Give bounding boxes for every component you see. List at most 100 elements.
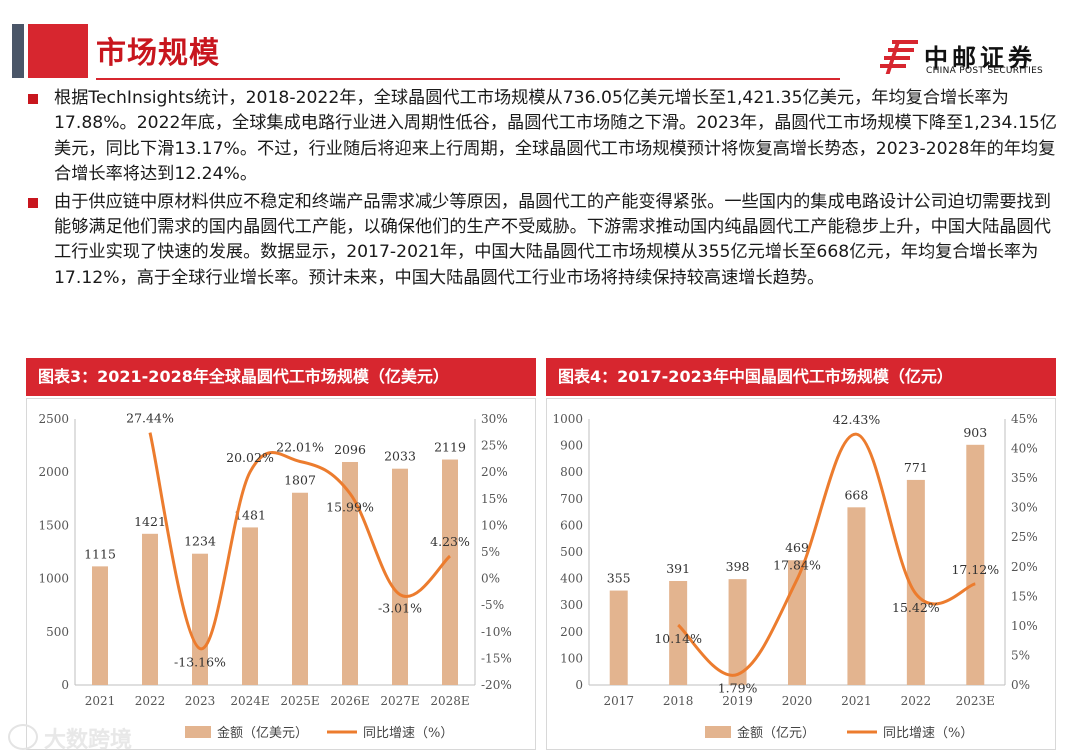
y-tick-label: 1500 bbox=[38, 518, 69, 532]
y-tick-label: 400 bbox=[560, 572, 583, 586]
y-tick-label: 500 bbox=[560, 545, 583, 559]
y2-tick-label: 45% bbox=[1011, 412, 1038, 426]
y-tick-label: 900 bbox=[560, 439, 583, 453]
legend-bar-swatch bbox=[185, 726, 211, 738]
y2-tick-label: 15% bbox=[1011, 589, 1038, 603]
line-data-label: 1.79% bbox=[718, 680, 758, 695]
bar bbox=[342, 461, 358, 685]
legend-bar-label: 金额（亿美元） bbox=[217, 725, 308, 741]
chart4-title: 图表4：2017-2023年中国晶圆代工市场规模（亿元） bbox=[546, 358, 1056, 396]
x-tick-label: 2022 bbox=[135, 694, 166, 708]
x-tick-label: 2024E bbox=[230, 694, 269, 708]
watermark-text: 大数跨境 bbox=[44, 728, 133, 753]
y2-tick-label: 5% bbox=[1011, 648, 1030, 662]
bullet-item: 根据TechInsights统计，2018-2022年，全球晶圆代工市场规模从7… bbox=[22, 86, 1062, 188]
bar bbox=[609, 590, 628, 685]
chart-legend: 金额（亿美元） 同比增速（%） bbox=[185, 725, 453, 741]
y-tick-label: 0 bbox=[575, 678, 583, 692]
chart4-svg: 0 100 200 300 400 500 600 700 800 900 1000 0% 5% 10% 1… bbox=[552, 412, 1037, 741]
x-tick-label: 2023 bbox=[185, 694, 216, 708]
line-data-label: 4.23% bbox=[430, 534, 470, 549]
bar-data-label: 391 bbox=[666, 561, 690, 576]
bar bbox=[728, 579, 747, 685]
chart-plot: 0 100 200 300 400 500 600 700 800 900 1000 0% 5% 10% 1… bbox=[552, 412, 1037, 708]
bar bbox=[142, 533, 158, 685]
bar bbox=[192, 553, 208, 685]
y-tick-label: 600 bbox=[560, 518, 583, 532]
bullet-text: 根据TechInsights统计，2018-2022年，全球晶圆代工市场规模从7… bbox=[54, 88, 1057, 185]
legend-line-label: 同比增速（%） bbox=[883, 726, 973, 741]
line-data-label: 22.01% bbox=[276, 440, 324, 455]
bar-data-label: 1421 bbox=[134, 514, 166, 529]
y-tick-label: 700 bbox=[560, 492, 583, 506]
bullet-list: 根据TechInsights统计，2018-2022年，全球晶圆代工市场规模从7… bbox=[22, 86, 1062, 293]
y-tick-label: 2000 bbox=[38, 465, 69, 479]
logo-english-name: CHINA POST SECURITIES bbox=[926, 66, 1044, 76]
bullet-item: 由于供应链中原材料供应不稳定和终端产品需求减少等原因，晶圆代工的产能变得紧张。一… bbox=[22, 190, 1062, 292]
y2-tick-label: 20% bbox=[1011, 560, 1038, 574]
line-data-label: -13.16% bbox=[174, 655, 226, 670]
bullet-text: 由于供应链中原材料供应不稳定和终端产品需求减少等原因，晶圆代工的产能变得紧张。一… bbox=[54, 191, 1051, 288]
y2-tick-label: 30% bbox=[1011, 501, 1038, 515]
chart-legend: 金额（亿元） 同比增速（%） bbox=[705, 725, 973, 741]
title-accent-bar bbox=[12, 24, 24, 78]
line-data-label: 15.42% bbox=[892, 600, 940, 615]
line-data-label: 42.43% bbox=[833, 412, 881, 427]
y2-tick-label: 5% bbox=[481, 545, 500, 559]
line-data-label: 17.84% bbox=[773, 558, 821, 573]
line-data-label: 27.44% bbox=[126, 411, 174, 426]
y2-tick-label: 15% bbox=[481, 492, 508, 506]
bar-data-label: 903 bbox=[963, 425, 987, 440]
chart3-svg: 0 500 1000 1500 2000 2500 -20% -15% -10% -5% 0% 5% 1… bbox=[38, 411, 511, 741]
bar bbox=[669, 580, 688, 685]
bar-data-label: 1481 bbox=[234, 507, 266, 522]
y-tick-label: 1000 bbox=[552, 412, 583, 426]
y-tick-label: 800 bbox=[560, 465, 583, 479]
bar bbox=[906, 479, 925, 685]
y2-tick-label: -10% bbox=[481, 625, 512, 639]
y2-tick-label: 0% bbox=[481, 572, 500, 586]
bar-data-label: 469 bbox=[785, 540, 809, 555]
x-tick-label: 2027E bbox=[380, 694, 419, 708]
logo-chinese-name: 中邮证券 bbox=[924, 44, 1036, 72]
y-tick-label: 0 bbox=[61, 678, 69, 692]
x-tick-label: 2019 bbox=[722, 694, 753, 708]
y-tick-label: 200 bbox=[560, 625, 583, 639]
bar-data-label: 355 bbox=[607, 571, 631, 586]
y2-tick-label: 10% bbox=[1011, 619, 1038, 633]
bar bbox=[966, 444, 985, 685]
bar-data-label: 771 bbox=[904, 460, 928, 475]
brand-logo: 中邮证券 CHINA POST SECURITIES bbox=[878, 36, 1058, 86]
line-data-label: 15.99% bbox=[326, 500, 374, 515]
x-tick-label: 2017 bbox=[603, 694, 634, 708]
chart-plot: 0 500 1000 1500 2000 2500 -20% -15% -10% -5% 0% 5% 1… bbox=[38, 411, 511, 708]
y2-tick-label: 40% bbox=[1011, 442, 1038, 456]
chart3-panel: 0 500 1000 1500 2000 2500 -20% -15% -10% -5% 0% 5% 1… bbox=[26, 398, 536, 750]
x-tick-label: 2026E bbox=[330, 694, 369, 708]
line-data-label: 10.14% bbox=[654, 631, 702, 646]
bar bbox=[92, 566, 108, 685]
chart4-panel: 0 100 200 300 400 500 600 700 800 900 1000 0% 5% 10% 1… bbox=[546, 398, 1056, 750]
x-tick-label: 2021 bbox=[85, 694, 116, 708]
y2-tick-label: -20% bbox=[481, 678, 512, 692]
x-tick-label: 2023E bbox=[956, 694, 995, 708]
bullet-square-icon bbox=[28, 197, 38, 208]
bar bbox=[847, 507, 866, 685]
y2-tick-label: -15% bbox=[481, 651, 512, 665]
legend-bar-swatch bbox=[705, 726, 731, 738]
page-title: 市场规模 bbox=[96, 36, 220, 71]
x-tick-label: 2021 bbox=[841, 694, 872, 708]
x-tick-label: 2020 bbox=[782, 694, 813, 708]
x-tick-label: 2025E bbox=[280, 694, 319, 708]
title-underline bbox=[96, 78, 840, 80]
growth-line bbox=[148, 432, 452, 651]
legend-bar-label: 金额（亿元） bbox=[737, 725, 815, 741]
title-accent-block bbox=[28, 24, 88, 78]
legend-line-label: 同比增速（%） bbox=[363, 726, 453, 741]
bar-data-label: 2096 bbox=[334, 442, 366, 457]
x-tick-label: 2022 bbox=[901, 694, 932, 708]
bar-data-label: 398 bbox=[726, 559, 750, 574]
china-post-logo-icon bbox=[880, 40, 918, 74]
y2-tick-label: 30% bbox=[481, 412, 508, 426]
y-tick-label: 100 bbox=[560, 651, 583, 665]
